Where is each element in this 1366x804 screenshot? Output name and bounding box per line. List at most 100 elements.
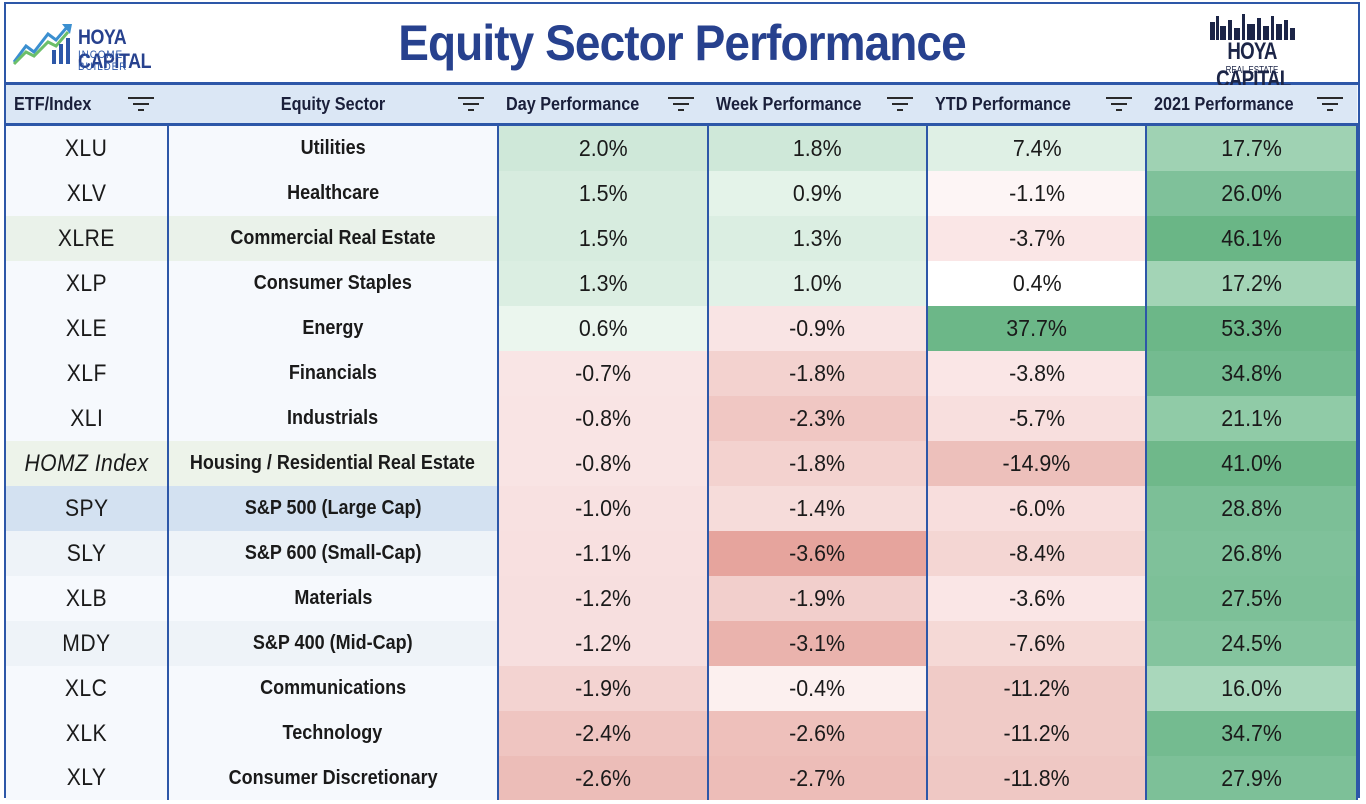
- ytd-performance-cell: -6.0%: [926, 486, 1147, 531]
- ticker-cell: SPY: [6, 486, 168, 531]
- sector-cell: Materials: [166, 576, 498, 621]
- 2021-performance-cell: 34.8%: [1145, 351, 1358, 396]
- week-performance-cell-text: 1.0%: [793, 270, 842, 296]
- column-header-ytd-performance[interactable]: YTD Performance: [927, 85, 1147, 126]
- 2021-performance-cell: 16.0%: [1145, 666, 1358, 711]
- week-performance-cell-text: -2.3%: [789, 405, 846, 431]
- ticker-cell: SLY: [6, 531, 168, 576]
- ticker-cell-text: XLE: [65, 314, 108, 342]
- ticker-cell-text: XLU: [65, 134, 108, 162]
- table-row: XLE Energy 0.6% -0.9% 37.7% 53.3%: [6, 306, 1358, 351]
- column-label: 2021 Performance: [1154, 93, 1294, 114]
- 2021-performance-cell: 17.2%: [1145, 261, 1358, 306]
- day-performance-cell-text: -1.0%: [574, 495, 631, 521]
- sector-cell: Commercial Real Estate: [166, 216, 498, 261]
- week-performance-cell: 0.9%: [706, 171, 928, 216]
- ytd-performance-cell: -11.8%: [926, 756, 1147, 800]
- ticker-cell: XLB: [6, 576, 168, 621]
- filter-icon[interactable]: [887, 97, 914, 113]
- ytd-performance-cell: -7.6%: [926, 621, 1147, 666]
- 2021-performance-cell: 26.8%: [1145, 531, 1358, 576]
- column-header-equity-sector[interactable]: Equity Sector: [167, 85, 498, 126]
- logo-left-line1: HOYA CAPITAL: [78, 26, 152, 73]
- 2021-performance-cell-text: 24.5%: [1221, 630, 1282, 656]
- ytd-performance-cell-text: -3.7%: [1008, 225, 1065, 251]
- sector-cell-text: Energy: [302, 317, 364, 339]
- filter-icon[interactable]: [127, 97, 154, 113]
- ticker-cell: XLP: [6, 261, 168, 306]
- column-header-day-performance[interactable]: Day Performance: [497, 85, 708, 126]
- logo-left-line2: INCOME BUILDER: [78, 49, 128, 73]
- week-performance-cell-text: -1.8%: [789, 450, 846, 476]
- day-performance-cell: -1.9%: [496, 666, 708, 711]
- ticker-cell-text: XLK: [65, 719, 108, 747]
- day-performance-cell: 1.3%: [496, 261, 708, 306]
- day-performance-cell: -1.1%: [496, 531, 708, 576]
- 2021-performance-cell-text: 27.9%: [1221, 764, 1282, 791]
- 2021-performance-cell: 27.9%: [1145, 756, 1358, 800]
- ytd-performance-cell-text: -5.7%: [1008, 405, 1065, 431]
- sector-cell-text: Materials: [293, 587, 372, 609]
- week-performance-cell-text: -3.6%: [789, 540, 846, 566]
- ytd-performance-cell-text: -11.2%: [1003, 720, 1070, 746]
- 2021-performance-cell: 53.3%: [1145, 306, 1358, 351]
- hoya-capital-income-builder-logo: HOYA CAPITAL INCOME BUILDER: [12, 22, 182, 73]
- ticker-cell-text: XLRE: [57, 224, 115, 252]
- table-row: XLY Consumer Discretionary -2.6% -2.7% -11.8…: [6, 756, 1358, 800]
- table-row: SLY S&P 600 (Small-Cap) -1.1% -3.6% -8.4% 26.…: [6, 531, 1358, 576]
- ticker-cell-text: XLB: [65, 584, 108, 612]
- column-label: YTD Performance: [935, 93, 1072, 114]
- sector-cell: Healthcare: [166, 171, 498, 216]
- filter-icon[interactable]: [1106, 97, 1133, 113]
- day-performance-cell: -1.2%: [496, 621, 708, 666]
- sector-cell: Energy: [166, 306, 498, 351]
- ticker-cell-text: XLF: [66, 359, 107, 387]
- 2021-performance-cell: 34.7%: [1145, 711, 1358, 756]
- day-performance-cell-text: -0.8%: [574, 405, 631, 431]
- sector-cell: Financials: [166, 351, 498, 396]
- table-row: XLB Materials -1.2% -1.9% -3.6% 27.5%: [6, 576, 1358, 621]
- day-performance-cell-text: -2.4%: [574, 720, 631, 746]
- day-performance-cell-text: 0.6%: [578, 315, 628, 341]
- day-performance-cell-text: -1.2%: [574, 585, 631, 611]
- 2021-performance-cell: 24.5%: [1145, 621, 1358, 666]
- week-performance-cell-text: -0.4%: [789, 675, 846, 701]
- day-performance-cell-text: -1.1%: [574, 540, 631, 566]
- sector-cell-text: Technology: [283, 722, 383, 744]
- column-header-week-performance[interactable]: Week Performance: [707, 85, 928, 126]
- filter-icon[interactable]: [457, 97, 484, 113]
- sector-cell: Industrials: [166, 396, 498, 441]
- sector-cell: S&P 600 (Small-Cap): [166, 531, 498, 576]
- week-performance-cell-text: -1.8%: [789, 360, 846, 386]
- sector-cell-text: Industrials: [287, 407, 379, 429]
- ytd-performance-cell: 37.7%: [926, 306, 1147, 351]
- 2021-performance-cell-text: 17.2%: [1221, 270, 1282, 296]
- sector-cell-text: S&P 400 (Mid-Cap): [252, 632, 413, 654]
- filter-icon[interactable]: [667, 97, 694, 113]
- table-row: HOMZ Index Housing / Residential Real Est…: [6, 441, 1358, 486]
- sector-cell-text: Financials: [288, 362, 377, 384]
- week-performance-cell: -2.6%: [706, 711, 928, 756]
- day-performance-cell-text: 1.3%: [578, 270, 628, 296]
- ticker-cell: XLE: [6, 306, 168, 351]
- week-performance-cell: 1.3%: [706, 216, 928, 261]
- column-header-2021-performance[interactable]: 2021 Performance: [1146, 85, 1357, 126]
- 2021-performance-cell-text: 53.3%: [1221, 315, 1282, 341]
- sector-performance-table: ETF/Index Equity Sector Day Performance …: [6, 85, 1358, 800]
- 2021-performance-cell: 17.7%: [1145, 124, 1358, 171]
- sector-cell: S&P 500 (Large Cap): [166, 486, 498, 531]
- day-performance-cell: -2.4%: [496, 711, 708, 756]
- column-header-etf-index[interactable]: ETF/Index: [6, 85, 168, 126]
- ytd-performance-cell-text: -3.8%: [1008, 360, 1065, 386]
- ytd-performance-cell: -14.9%: [926, 441, 1147, 486]
- ytd-performance-cell: -3.6%: [926, 576, 1147, 621]
- column-label: Week Performance: [715, 93, 862, 114]
- 2021-performance-cell-text: 41.0%: [1221, 450, 1282, 476]
- sector-cell: Housing / Residential Real Estate: [166, 441, 498, 486]
- 2021-performance-cell: 41.0%: [1145, 441, 1358, 486]
- ytd-performance-cell-text: -11.8%: [1003, 764, 1070, 791]
- sector-cell-text: Utilities: [300, 137, 366, 159]
- filter-icon[interactable]: [1317, 97, 1343, 113]
- ticker-cell-text: XLV: [66, 179, 107, 207]
- ticker-cell-text: HOMZ Index: [24, 449, 149, 477]
